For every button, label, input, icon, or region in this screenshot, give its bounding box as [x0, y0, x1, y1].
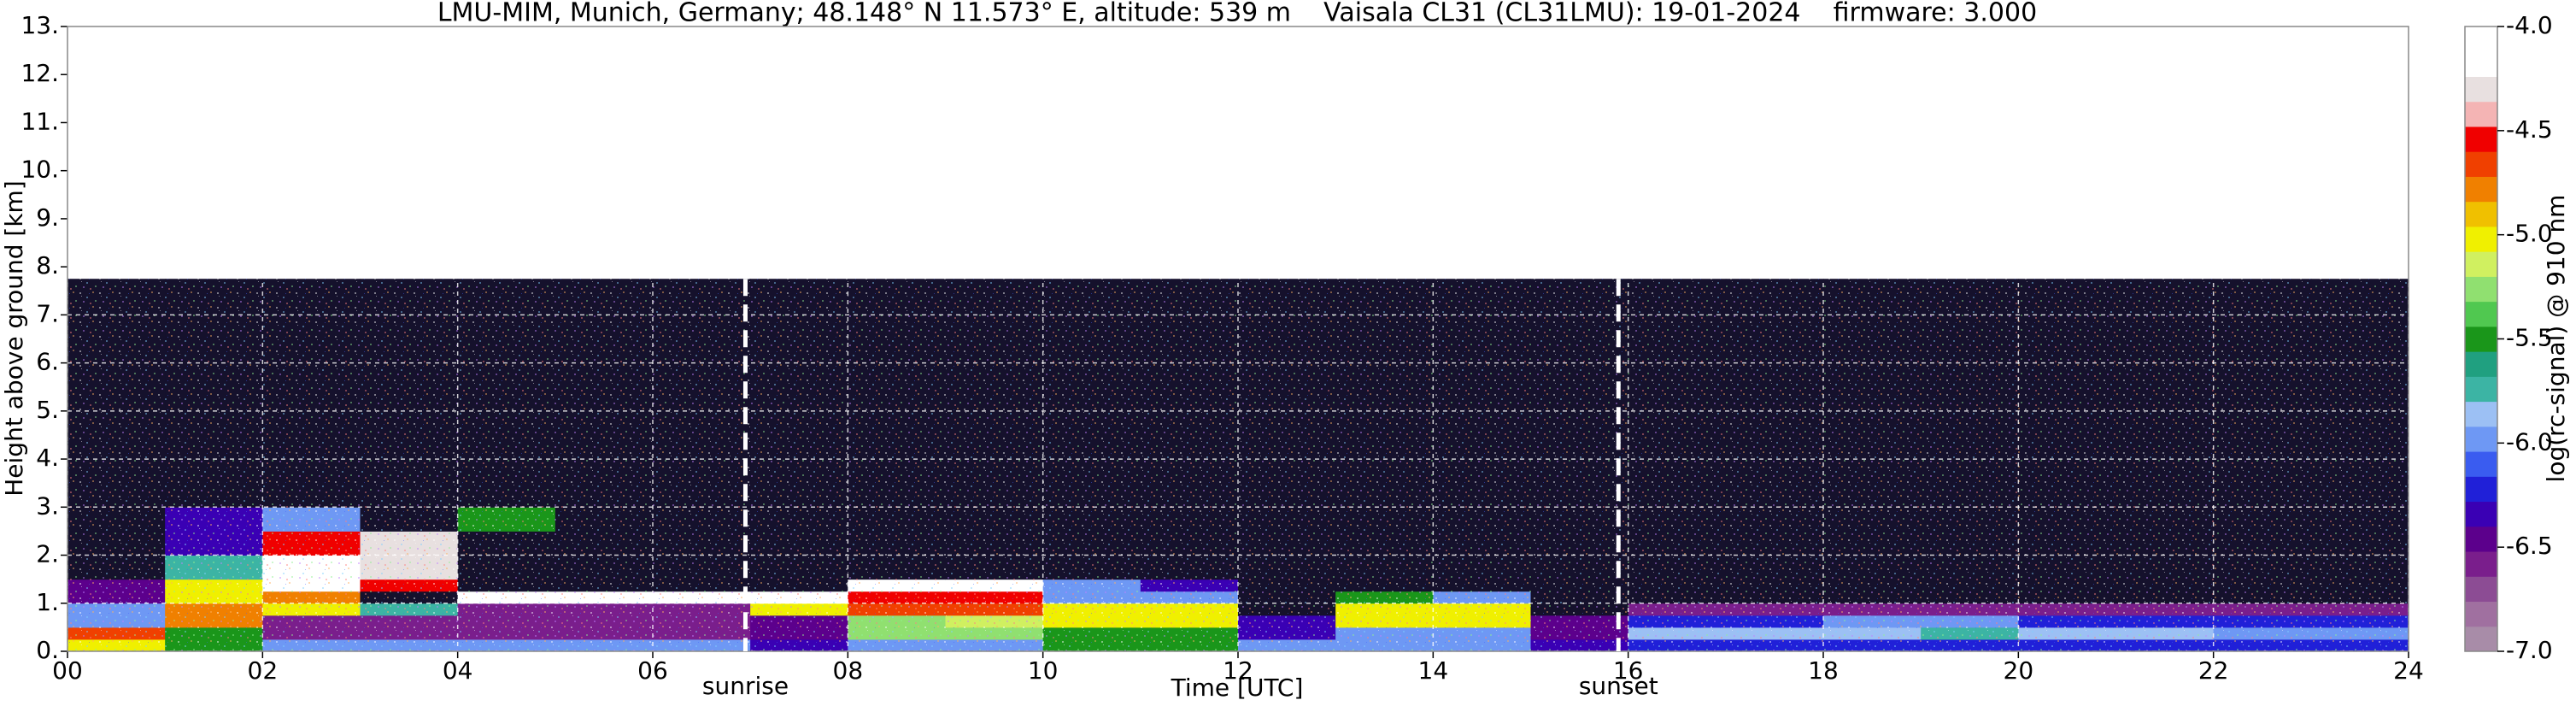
- x-tick-label: 02: [248, 656, 279, 685]
- y-tick-label: 2.: [36, 540, 59, 568]
- colorbar-tick-label: -5.0: [2506, 220, 2553, 248]
- y-tick-label: 11.: [21, 107, 59, 135]
- colorbar-swatch: [2465, 176, 2497, 203]
- y-tick-label: 8.: [36, 251, 59, 279]
- colorbar-swatch: [2465, 601, 2497, 627]
- x-tick-label: 08: [833, 656, 864, 685]
- colorbar-swatch: [2465, 326, 2497, 352]
- y-tick-label: 3.: [36, 491, 59, 520]
- y-tick-label: 13.: [21, 11, 59, 39]
- colorbar-swatch: [2465, 26, 2497, 52]
- colorbar-label: log(rc-signal) @ 910 nm: [2542, 195, 2570, 483]
- annotation-label: sunrise: [702, 672, 789, 700]
- y-axis-label: Height above ground [km]: [0, 180, 28, 497]
- x-tick-label: 18: [1808, 656, 1839, 685]
- colorbar-swatch: [2465, 101, 2497, 127]
- x-tick-label: 16: [1613, 656, 1644, 685]
- x-tick-label: 04: [443, 656, 473, 685]
- colorbar-swatch: [2465, 476, 2497, 503]
- colorbar-swatch: [2465, 551, 2497, 577]
- x-tick-label: 00: [52, 656, 83, 685]
- y-tick-label: 6.: [36, 348, 59, 376]
- y-tick-label: 1.: [36, 588, 59, 616]
- colorbar-swatch: [2465, 151, 2497, 177]
- y-tick-label: 5.: [36, 396, 59, 424]
- colorbar-swatch: [2465, 376, 2497, 403]
- colorbar-swatch: [2465, 251, 2497, 277]
- chart-title: LMU-MIM, Munich, Germany; 48.148° N 11.5…: [437, 0, 2037, 28]
- colorbar-tick-label: -5.5: [2506, 324, 2553, 352]
- overlay: [67, 26, 2409, 652]
- colorbar-swatch: [2465, 426, 2497, 452]
- x-tick-label: 24: [2393, 656, 2424, 685]
- colorbar-tick-label: -6.0: [2506, 427, 2553, 456]
- colorbar-swatch: [2465, 126, 2497, 152]
- colorbar-swatch: [2465, 501, 2497, 527]
- colorbar-tick-label: -4.5: [2506, 115, 2553, 144]
- colorbar-swatch: [2465, 301, 2497, 327]
- y-tick-label: 7.: [36, 299, 59, 327]
- colorbar-swatch: [2465, 526, 2497, 552]
- x-tick-label: 14: [1418, 656, 1449, 685]
- colorbar-swatch: [2465, 451, 2497, 477]
- x-tick-label: 10: [1028, 656, 1059, 685]
- annotation-label: sunset: [1579, 672, 1658, 700]
- y-tick-label: 9.: [36, 203, 59, 232]
- colorbar-swatch: [2465, 576, 2497, 603]
- colorbar-swatch: [2465, 51, 2497, 77]
- colorbar-tick-label: -6.5: [2506, 532, 2553, 560]
- colorbar-tick-label: -4.0: [2506, 11, 2553, 39]
- y-tick-label: 10.: [21, 156, 59, 184]
- x-tick-label: 20: [2004, 656, 2034, 685]
- colorbar-swatch: [2465, 276, 2497, 303]
- x-axis-label: Time [UTC]: [1171, 674, 1304, 702]
- x-tick-label: 06: [637, 656, 668, 685]
- y-tick-label: 12.: [21, 59, 59, 87]
- colorbar-swatch: [2465, 76, 2497, 103]
- x-tick-label: 22: [2198, 656, 2229, 685]
- x-tick-label: 12: [1223, 656, 1253, 685]
- y-tick-label: 4.: [36, 444, 59, 472]
- colorbar-tick-label: -7.0: [2506, 636, 2553, 664]
- colorbar-swatch: [2465, 401, 2497, 427]
- colorbar-swatch: [2465, 201, 2497, 227]
- colorbar-swatch: [2465, 226, 2497, 252]
- colorbar-swatch: [2465, 626, 2497, 652]
- y-tick-label: 0.: [36, 636, 59, 664]
- plot-frame: [67, 26, 2409, 652]
- colorbar-swatch: [2465, 351, 2497, 377]
